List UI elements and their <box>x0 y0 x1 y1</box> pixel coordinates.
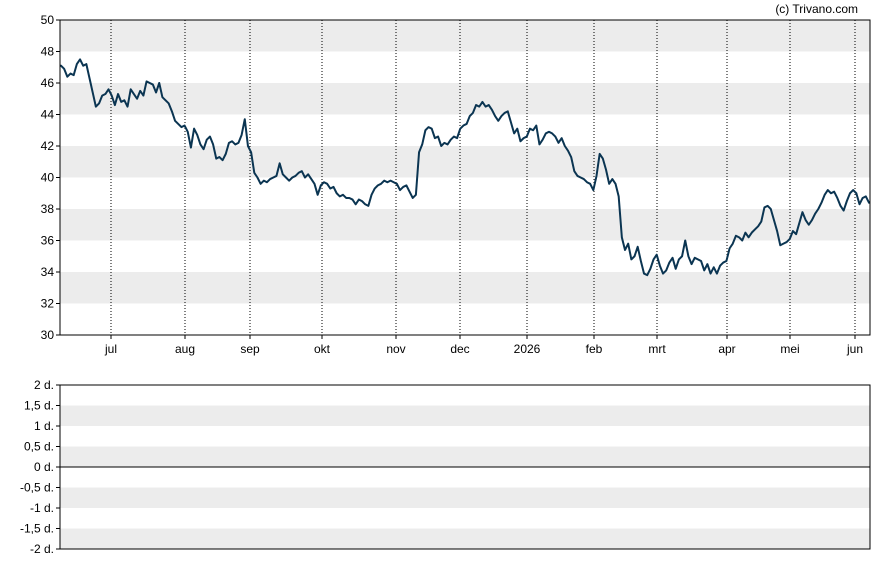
bottom-chart-y-tick-label: 2 d. <box>34 378 54 392</box>
top-chart-line-layer <box>60 58 870 277</box>
bottom-chart-band <box>60 426 870 447</box>
bottom-chart-band <box>60 487 870 508</box>
top-chart-x-tick-label: 2026 <box>514 342 541 356</box>
top-chart-y-tick-label: 48 <box>41 45 55 59</box>
top-chart-x-tick-label: nov <box>386 342 405 356</box>
top-chart-band <box>60 20 870 52</box>
top-chart-x-tick-label: mrt <box>648 342 666 356</box>
top-chart-y-tick-label: 34 <box>41 265 55 279</box>
top-chart-y-tick-label: 32 <box>41 297 55 311</box>
top-chart-band <box>60 51 870 83</box>
top-chart-x-tick-label: sep <box>240 342 260 356</box>
bottom-chart-band <box>60 385 870 406</box>
top-chart-band <box>60 209 870 241</box>
bottom-chart-y-tick-label: -1 d. <box>30 501 54 515</box>
price-series-line <box>60 58 870 277</box>
top-chart-y-tick-label: 36 <box>41 234 55 248</box>
bottom-chart-y-tick-label: 0,5 d. <box>24 440 54 454</box>
top-chart-x-tick-label: dec <box>450 342 469 356</box>
top-chart-x-tick-label: okt <box>314 342 331 356</box>
top-chart-band <box>60 177 870 209</box>
bottom-chart-band <box>60 528 870 549</box>
top-chart-band <box>60 114 870 146</box>
bottom-chart-band <box>60 508 870 529</box>
top-chart-y-tick-label: 42 <box>41 139 55 153</box>
top-chart-x-tick-label: apr <box>718 342 735 356</box>
top-chart-x-tick-label: aug <box>175 342 195 356</box>
top-chart-band <box>60 272 870 304</box>
top-chart-y-tick-label: 46 <box>41 76 55 90</box>
top-chart-band <box>60 83 870 115</box>
top-chart-x-tick-label: jul <box>104 342 117 356</box>
top-chart-x-ticks: jul aug sep okt nov dec 2026 feb mrt apr mei jun <box>104 335 863 356</box>
bottom-chart-bands <box>60 385 870 549</box>
bottom-chart-y-tick-label: -2 d. <box>30 542 54 556</box>
bottom-chart-band <box>60 467 870 488</box>
copyright-text: (c) Trivano.com <box>775 2 858 16</box>
top-chart-band <box>60 240 870 272</box>
top-chart-y-tick-label: 44 <box>41 108 55 122</box>
top-chart-band <box>60 303 870 335</box>
bottom-chart-band <box>60 405 870 426</box>
bottom-chart-y-tick-label: 1 d. <box>34 419 54 433</box>
bottom-chart-y-tick-label: -0,5 d. <box>20 481 54 495</box>
bottom-chart-y-tick-label: 0 d. <box>34 460 54 474</box>
top-chart-x-tick-label: jun <box>846 342 863 356</box>
bottom-chart-band <box>60 446 870 467</box>
bottom-chart-y-ticks: 2 d. 1,5 d. 1 d. 0,5 d. 0 d. -0,5 d. -1 d. -1,5… <box>20 378 60 556</box>
top-chart-x-tick-label: feb <box>586 342 603 356</box>
top-chart-y-tick-label: 40 <box>41 171 55 185</box>
top-chart-y-tick-label: 38 <box>41 202 55 216</box>
top-chart-y-tick-label: 50 <box>41 13 55 27</box>
bottom-chart-y-tick-label: -1,5 d. <box>20 522 54 536</box>
top-chart-band <box>60 146 870 178</box>
top-chart-bands <box>60 20 870 335</box>
top-chart-x-tick-label: mei <box>780 342 799 356</box>
top-chart-y-ticks: 30 32 34 36 38 40 42 44 46 48 50 <box>41 13 60 342</box>
bottom-chart-y-tick-label: 1,5 d. <box>24 399 54 413</box>
top-chart-y-tick-label: 30 <box>41 328 55 342</box>
